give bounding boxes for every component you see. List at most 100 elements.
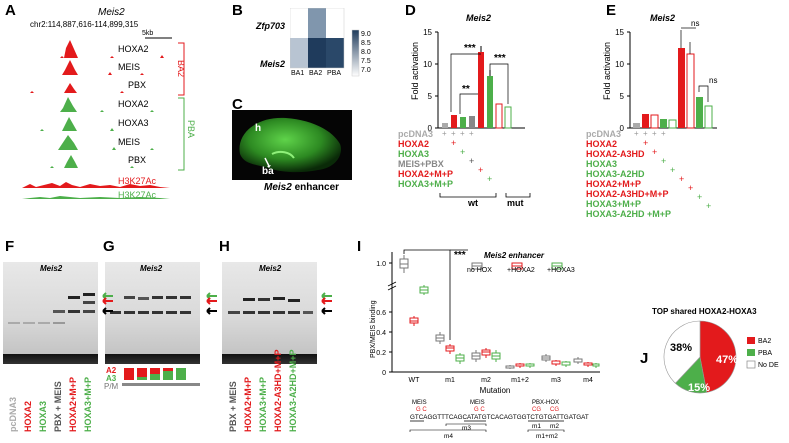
i-chart: 0 0.2 0.4 0.6 1.0 *** WT m1 <box>376 249 600 440</box>
e-row-hoxa3-a2hd-mp: HOXA3-A2HD +M+P <box>586 209 672 219</box>
gel-f-background <box>3 262 98 354</box>
svg-text:+: + <box>697 192 702 202</box>
d-chart: 0 5 10 15 *** ** *** <box>423 28 525 133</box>
svg-text:+: + <box>469 156 474 166</box>
i-legend-title: Meis2 enhancer <box>484 251 545 260</box>
gel-g-pm-bar <box>122 383 200 386</box>
j-legend-swatch-node <box>746 360 756 369</box>
i-box-m2-nohox <box>471 350 481 362</box>
a-label-pba-hoxa2: HOXA2 <box>118 99 149 109</box>
i-legend-hoxa3: +HOXA3 <box>547 267 575 274</box>
i-seq-label-meis1: MEIS <box>412 400 427 406</box>
b-row-zfp703: Zfp703 <box>256 21 286 31</box>
gel-f-lane-1: pcDNA3 <box>8 396 18 432</box>
d-bar-hoxa3-mp-mut <box>504 106 512 129</box>
gel-f-arrows <box>102 292 113 315</box>
i-seq-mut-2: G C <box>474 407 485 413</box>
i-box-m4-hoxa3 <box>592 363 600 368</box>
j-label-pba: 15% <box>688 382 710 394</box>
heat-cell-zfp703-ba2 <box>308 8 326 38</box>
e-row-hoxa2-mp: HOXA2+M+P <box>586 179 642 189</box>
heat-cell-meis2-ba1 <box>290 38 308 68</box>
e-bar-hoxa2-mp <box>678 48 685 128</box>
i-axis-break <box>387 281 397 291</box>
svg-text:+: + <box>670 165 675 175</box>
gel-h-title: Meis2 <box>259 264 282 273</box>
pie-slice-ba2 <box>699 320 737 393</box>
i-cat-wt: WT <box>409 377 421 384</box>
e-bar-pcdna3 <box>633 123 640 128</box>
svg-text:+: + <box>643 138 648 148</box>
e-row-hoxa3: HOXA3 <box>586 159 618 169</box>
i-box-wt-hoxa2 <box>409 316 419 326</box>
arrow-black-f <box>102 307 113 315</box>
i-sig: *** <box>454 250 466 261</box>
arrow-red-f <box>102 297 113 305</box>
i-box-m1-hoxa3 <box>455 353 465 364</box>
i-box-m2-hoxa2 <box>481 348 491 358</box>
i-sequence: GTCAGGTTTCAGCATATGTCACAGTGGTCTGTGATTGATG… <box>410 414 589 421</box>
gel-h-free-probe <box>222 354 317 364</box>
pie-slice-no-de <box>663 320 701 384</box>
i-mut-label-m1: m1 <box>532 423 541 430</box>
embryo-image <box>232 110 352 180</box>
gel-g-legend-a2: A2 <box>106 366 117 375</box>
b-row-meis2: Meis2 <box>260 59 286 69</box>
svg-text:+: + <box>460 129 465 138</box>
panel-letter-d: D <box>405 2 416 19</box>
a-label-pba-hoxa3: HOXA3 <box>118 118 149 128</box>
c-label-h: h <box>255 123 262 134</box>
svg-text:+: + <box>661 129 666 138</box>
i-seq-mut-3: CG <box>532 407 541 413</box>
d-row-meis-pbx: MEIS+PBX <box>398 159 444 169</box>
e-title: Meis2 <box>650 13 676 23</box>
i-cat-m3: m3 <box>551 377 561 384</box>
gel-f-lane-4: PBX + MEIS <box>53 381 63 432</box>
svg-text:+: + <box>478 165 483 175</box>
svg-text:+: + <box>460 147 465 157</box>
gel-f-lane-5: HOXA2+M+P <box>68 376 78 432</box>
svg-text:+: + <box>487 174 492 184</box>
e-chart: 0 5 10 15 ns ns <box>615 20 717 133</box>
i-cat-m2: m2 <box>481 377 491 384</box>
i-mut-label-m2: m2 <box>550 423 559 430</box>
e-ytick-15: 15 <box>615 28 624 37</box>
j-legend-ba2: BA2 <box>758 338 771 345</box>
d-sig-line-1 <box>450 53 481 112</box>
i-seq-label-pbxhox: PBX-HOX <box>532 400 559 406</box>
panel-letter-a: A <box>5 2 16 19</box>
e-bar-hoxa2-a3hd-mp <box>686 53 695 129</box>
d-ytick-15: 15 <box>423 28 432 37</box>
svg-text:+: + <box>442 129 447 138</box>
i-xlabel: Mutation <box>480 386 511 395</box>
i-ytick-0: 0 <box>382 370 386 377</box>
track-h3k-green <box>22 196 170 199</box>
j-label-node: 38% <box>670 342 692 354</box>
gel-g-background <box>105 262 200 354</box>
d-sig-line-3 <box>489 63 509 104</box>
d-row-pcdna3: pcDNA3 <box>398 129 434 139</box>
d-title: Meis2 <box>466 13 492 23</box>
e-ytick-5: 5 <box>620 92 625 101</box>
d-bar-hoxa3 <box>460 117 466 128</box>
gel-f <box>3 262 98 364</box>
d-ytick-10: 10 <box>423 60 432 69</box>
i-box-wt-hoxa3 <box>419 285 429 295</box>
d-row-hoxa2: HOXA2 <box>398 139 430 149</box>
d-ytick-5: 5 <box>428 92 433 101</box>
panel-a-tracks <box>22 37 185 171</box>
d-bar-hoxa2-mp <box>478 52 484 128</box>
i-legend-nohox: no HOX <box>467 267 492 274</box>
e-ns-2: ns <box>709 76 717 85</box>
embryo-branchial-arch <box>271 150 295 159</box>
gel-g-free-probe <box>105 354 200 364</box>
panel-letter-h: H <box>219 238 230 255</box>
i-ylabel: PBX/MEIS binding <box>370 300 377 358</box>
heat-cell-zfp703-pba <box>326 8 344 38</box>
e-ytick-0: 0 <box>620 124 625 133</box>
i-box-m2-hoxa3 <box>491 350 501 362</box>
e-row-pcdna3: pcDNA3 <box>586 129 622 139</box>
a-label-pba-pbx: PBX <box>128 155 147 165</box>
panel-letter-f: F <box>5 238 15 255</box>
i-legend <box>471 262 563 270</box>
